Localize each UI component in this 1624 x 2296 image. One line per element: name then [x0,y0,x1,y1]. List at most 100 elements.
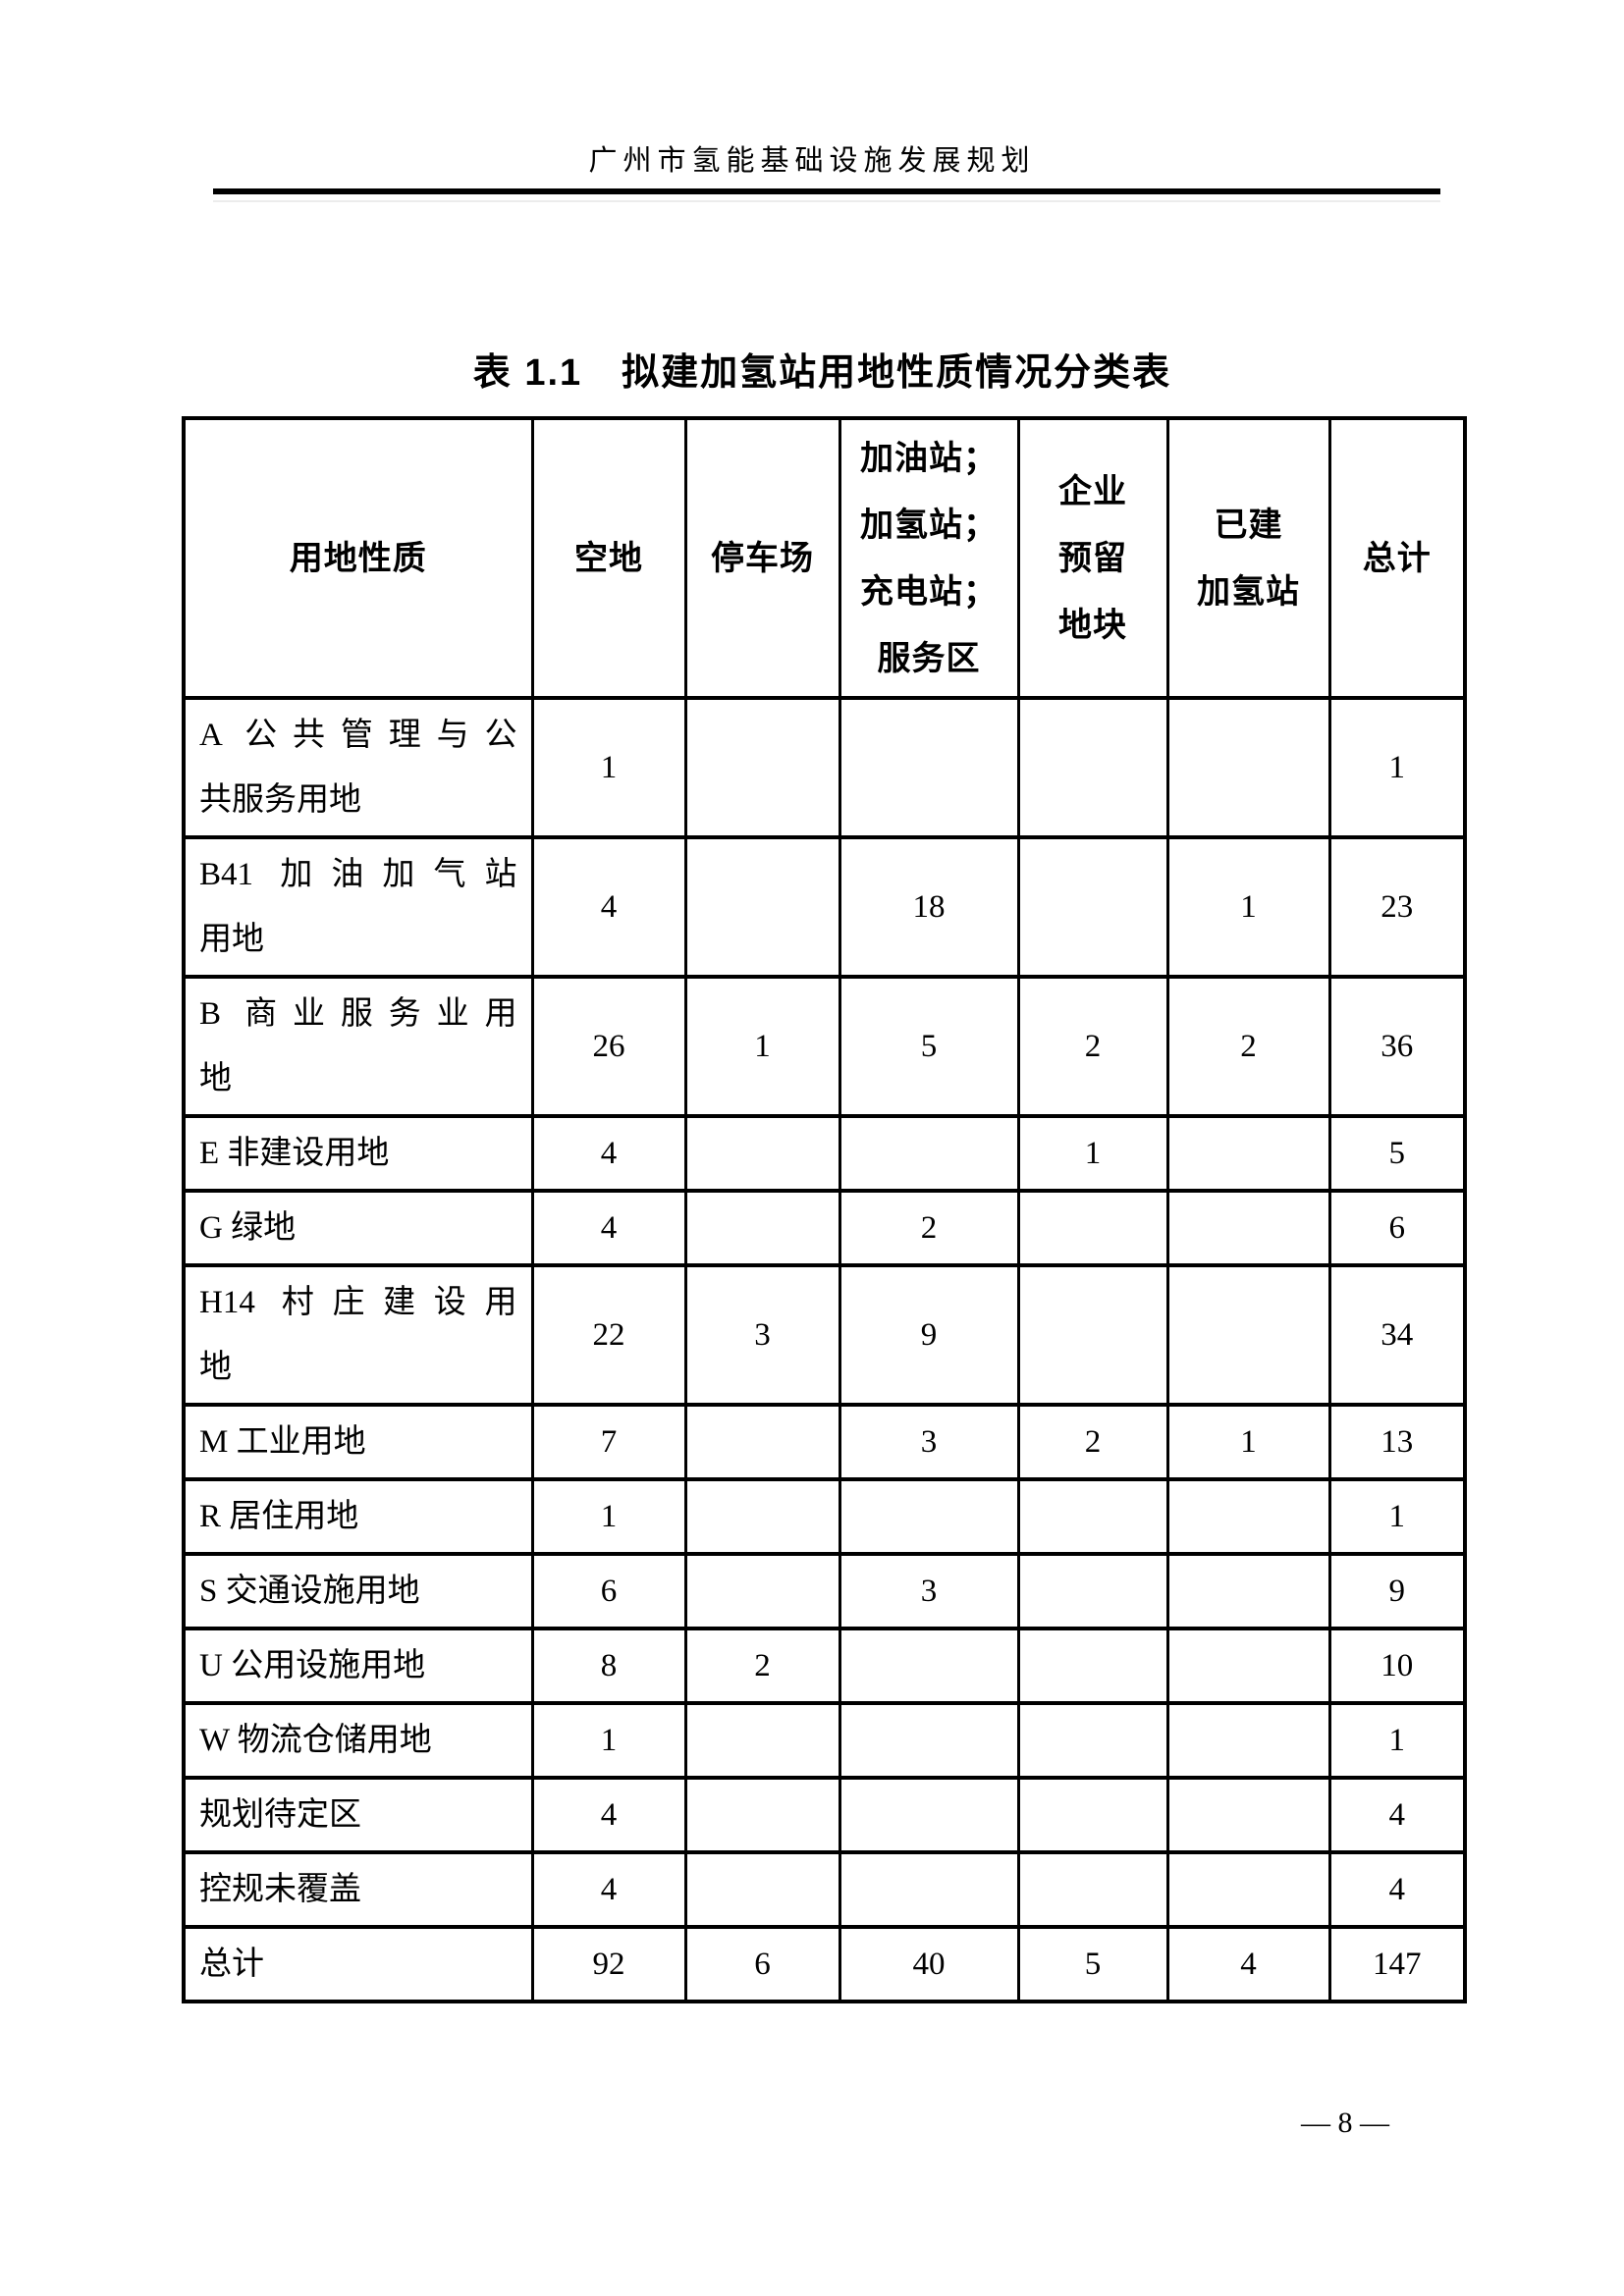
column-header: 用地性质 [182,416,534,700]
value-cell [1016,696,1169,839]
value-cell: 13 [1327,1403,1467,1481]
value-cell [683,1776,841,1854]
table-row: G 绿地 4 2 6 [182,1189,1467,1267]
row-label-cell: M 工业用地 [182,1403,534,1481]
value-cell: 147 [1327,1925,1467,2003]
value-cell [1016,1552,1169,1630]
value-cell: 5 [1327,1114,1467,1193]
value-cell: 4 [530,835,687,979]
table-row: S 交通设施用地 6 3 9 [182,1552,1467,1630]
table-title: 表 1.1 拟建加氢站用地性质情况分类表 [472,352,1172,394]
value-cell: 2 [1165,975,1331,1118]
value-cell [838,1114,1020,1193]
value-cell [838,1776,1020,1854]
value-cell [683,1701,841,1780]
value-cell: 2 [1016,975,1169,1118]
row-label-cell: B 商业服务业用地 [182,975,534,1118]
value-cell: 7 [530,1403,687,1481]
value-cell [1016,835,1169,979]
value-cell [683,1850,841,1929]
value-cell [1165,1263,1331,1407]
value-cell: 1 [1165,835,1331,979]
value-cell: 6 [683,1925,841,2003]
value-cell: 1 [1165,1403,1331,1481]
table-body: A 公共管理与公 共服务用地 1 1 B41 加油加气站 用地 4 18 1 23 … [182,696,1467,2003]
value-cell [1165,1114,1331,1193]
value-cell [683,1114,841,1193]
table-row: E 非建设用地 4 1 5 [182,1114,1467,1193]
table-row: 总计 92 6 40 5 4 147 [182,1925,1467,2003]
value-cell: 3 [838,1552,1020,1630]
value-cell: 9 [1327,1552,1467,1630]
value-cell: 3 [838,1403,1020,1481]
value-cell [1016,1263,1169,1407]
value-cell: 10 [1327,1627,1467,1705]
value-cell: 1 [1016,1114,1169,1193]
value-cell [1016,1477,1169,1556]
value-cell: 9 [838,1263,1020,1407]
value-cell: 4 [1165,1925,1331,2003]
column-header: 空地 [530,416,687,700]
value-cell: 2 [838,1189,1020,1267]
value-cell: 4 [530,1850,687,1929]
value-cell: 1 [530,1701,687,1780]
value-cell: 1 [1327,696,1467,839]
row-label-cell: E 非建设用地 [182,1114,534,1193]
value-cell: 1 [683,975,841,1118]
value-cell [1165,1189,1331,1267]
value-cell [838,1627,1020,1705]
row-label-cell: U 公用设施用地 [182,1627,534,1705]
value-cell: 92 [530,1925,687,2003]
value-cell [683,1477,841,1556]
column-header: 总计 [1327,416,1467,700]
header-rule-shadow [213,200,1440,202]
value-cell [1165,1477,1331,1556]
table-row: 控规未覆盖 4 4 [182,1850,1467,1929]
table-row: B41 加油加气站 用地 4 18 1 23 [182,835,1467,979]
value-cell: 6 [530,1552,687,1630]
table-row: W 物流仓储用地 1 1 [182,1701,1467,1780]
table-row: H14 村庄建设用地 22 3 9 34 [182,1263,1467,1407]
value-cell [1165,1627,1331,1705]
document-header-title: 广州市氢能基础设施发展规划 [588,145,1036,177]
table-row: U 公用设施用地 8 2 10 [182,1627,1467,1705]
row-label-cell: 总计 [182,1925,534,2003]
value-cell [838,1477,1020,1556]
value-cell: 5 [838,975,1020,1118]
value-cell [1165,1701,1331,1780]
value-cell: 22 [530,1263,687,1407]
value-cell: 18 [838,835,1020,979]
table-row: A 公共管理与公 共服务用地 1 1 [182,696,1467,839]
value-cell: 36 [1327,975,1467,1118]
table-row: M 工业用地 7 3 2 1 13 [182,1403,1467,1481]
row-label-cell: B41 加油加气站 用地 [182,835,534,979]
value-cell: 8 [530,1627,687,1705]
land-use-classification-table: 用地性质 空地 停车场 加油站； 加氢站； 充电站； 服务区 企业 预留 地块 已建 加氢… [182,416,1467,2003]
column-header: 企业 预留 地块 [1016,416,1169,700]
value-cell [1165,1776,1331,1854]
row-label-cell: G 绿地 [182,1189,534,1267]
table-row: R 居住用地 1 1 [182,1477,1467,1556]
value-cell: 6 [1327,1189,1467,1267]
value-cell: 40 [838,1925,1020,2003]
value-cell: 1 [1327,1701,1467,1780]
row-label-cell: H14 村庄建设用地 [182,1263,534,1407]
value-cell: 2 [1016,1403,1169,1481]
value-cell: 4 [530,1776,687,1854]
value-cell [1016,1776,1169,1854]
value-cell [1016,1189,1169,1267]
column-header: 加油站； 加氢站； 充电站； 服务区 [838,416,1020,700]
table-header-row: 用地性质 空地 停车场 加油站； 加氢站； 充电站； 服务区 企业 预留 地块 已建 加氢… [182,416,1467,700]
value-cell: 1 [530,1477,687,1556]
column-header: 已建 加氢站 [1165,416,1331,700]
value-cell [1016,1701,1169,1780]
value-cell [838,696,1020,839]
value-cell [683,1552,841,1630]
value-cell: 4 [1327,1850,1467,1929]
value-cell [838,1850,1020,1929]
value-cell: 3 [683,1263,841,1407]
row-label-cell: 规划待定区 [182,1776,534,1854]
value-cell: 34 [1327,1263,1467,1407]
row-label-cell: W 物流仓储用地 [182,1701,534,1780]
